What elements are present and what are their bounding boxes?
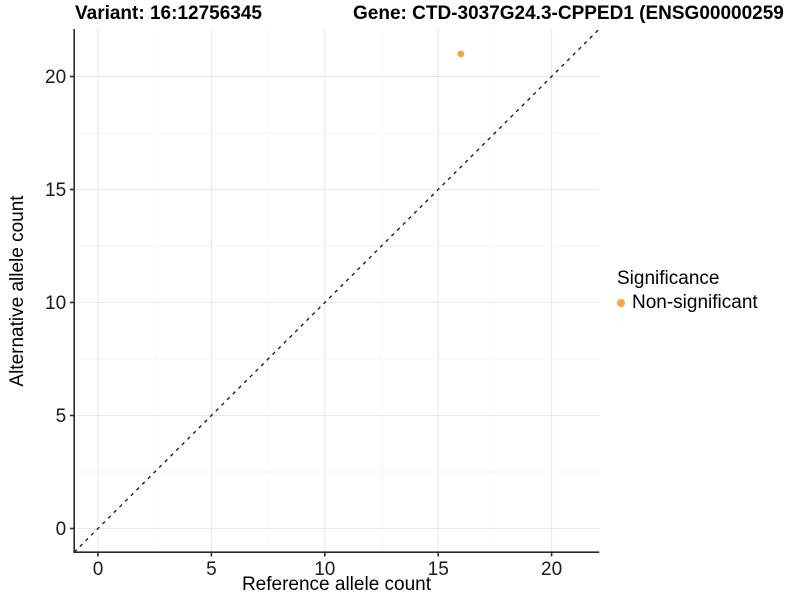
svg-text:0: 0 xyxy=(56,519,67,540)
svg-text:0: 0 xyxy=(93,559,104,580)
y-axis-title: Alternative allele count xyxy=(7,195,28,387)
svg-text:10: 10 xyxy=(314,559,335,580)
variant-title: Variant: 16:12756345 xyxy=(75,3,262,24)
legend-item-label: Non-significant xyxy=(632,292,758,313)
gene-title: Gene: CTD-3037G24.3-CPPED1 (ENSG00000259 xyxy=(353,3,784,24)
svg-text:5: 5 xyxy=(206,559,217,580)
svg-text:20: 20 xyxy=(45,67,66,88)
x-axis-title: Reference allele count xyxy=(241,574,432,595)
legend: Significance Non-significant xyxy=(617,269,758,314)
legend-title: Significance xyxy=(617,268,720,289)
legend-item: Non-significant xyxy=(617,292,758,314)
data-point xyxy=(457,50,465,58)
legend-point-icon xyxy=(617,299,625,307)
svg-text:15: 15 xyxy=(428,559,449,580)
svg-text:5: 5 xyxy=(56,406,67,427)
svg-text:10: 10 xyxy=(45,293,66,314)
svg-text:15: 15 xyxy=(45,180,66,201)
svg-text:20: 20 xyxy=(541,559,562,580)
